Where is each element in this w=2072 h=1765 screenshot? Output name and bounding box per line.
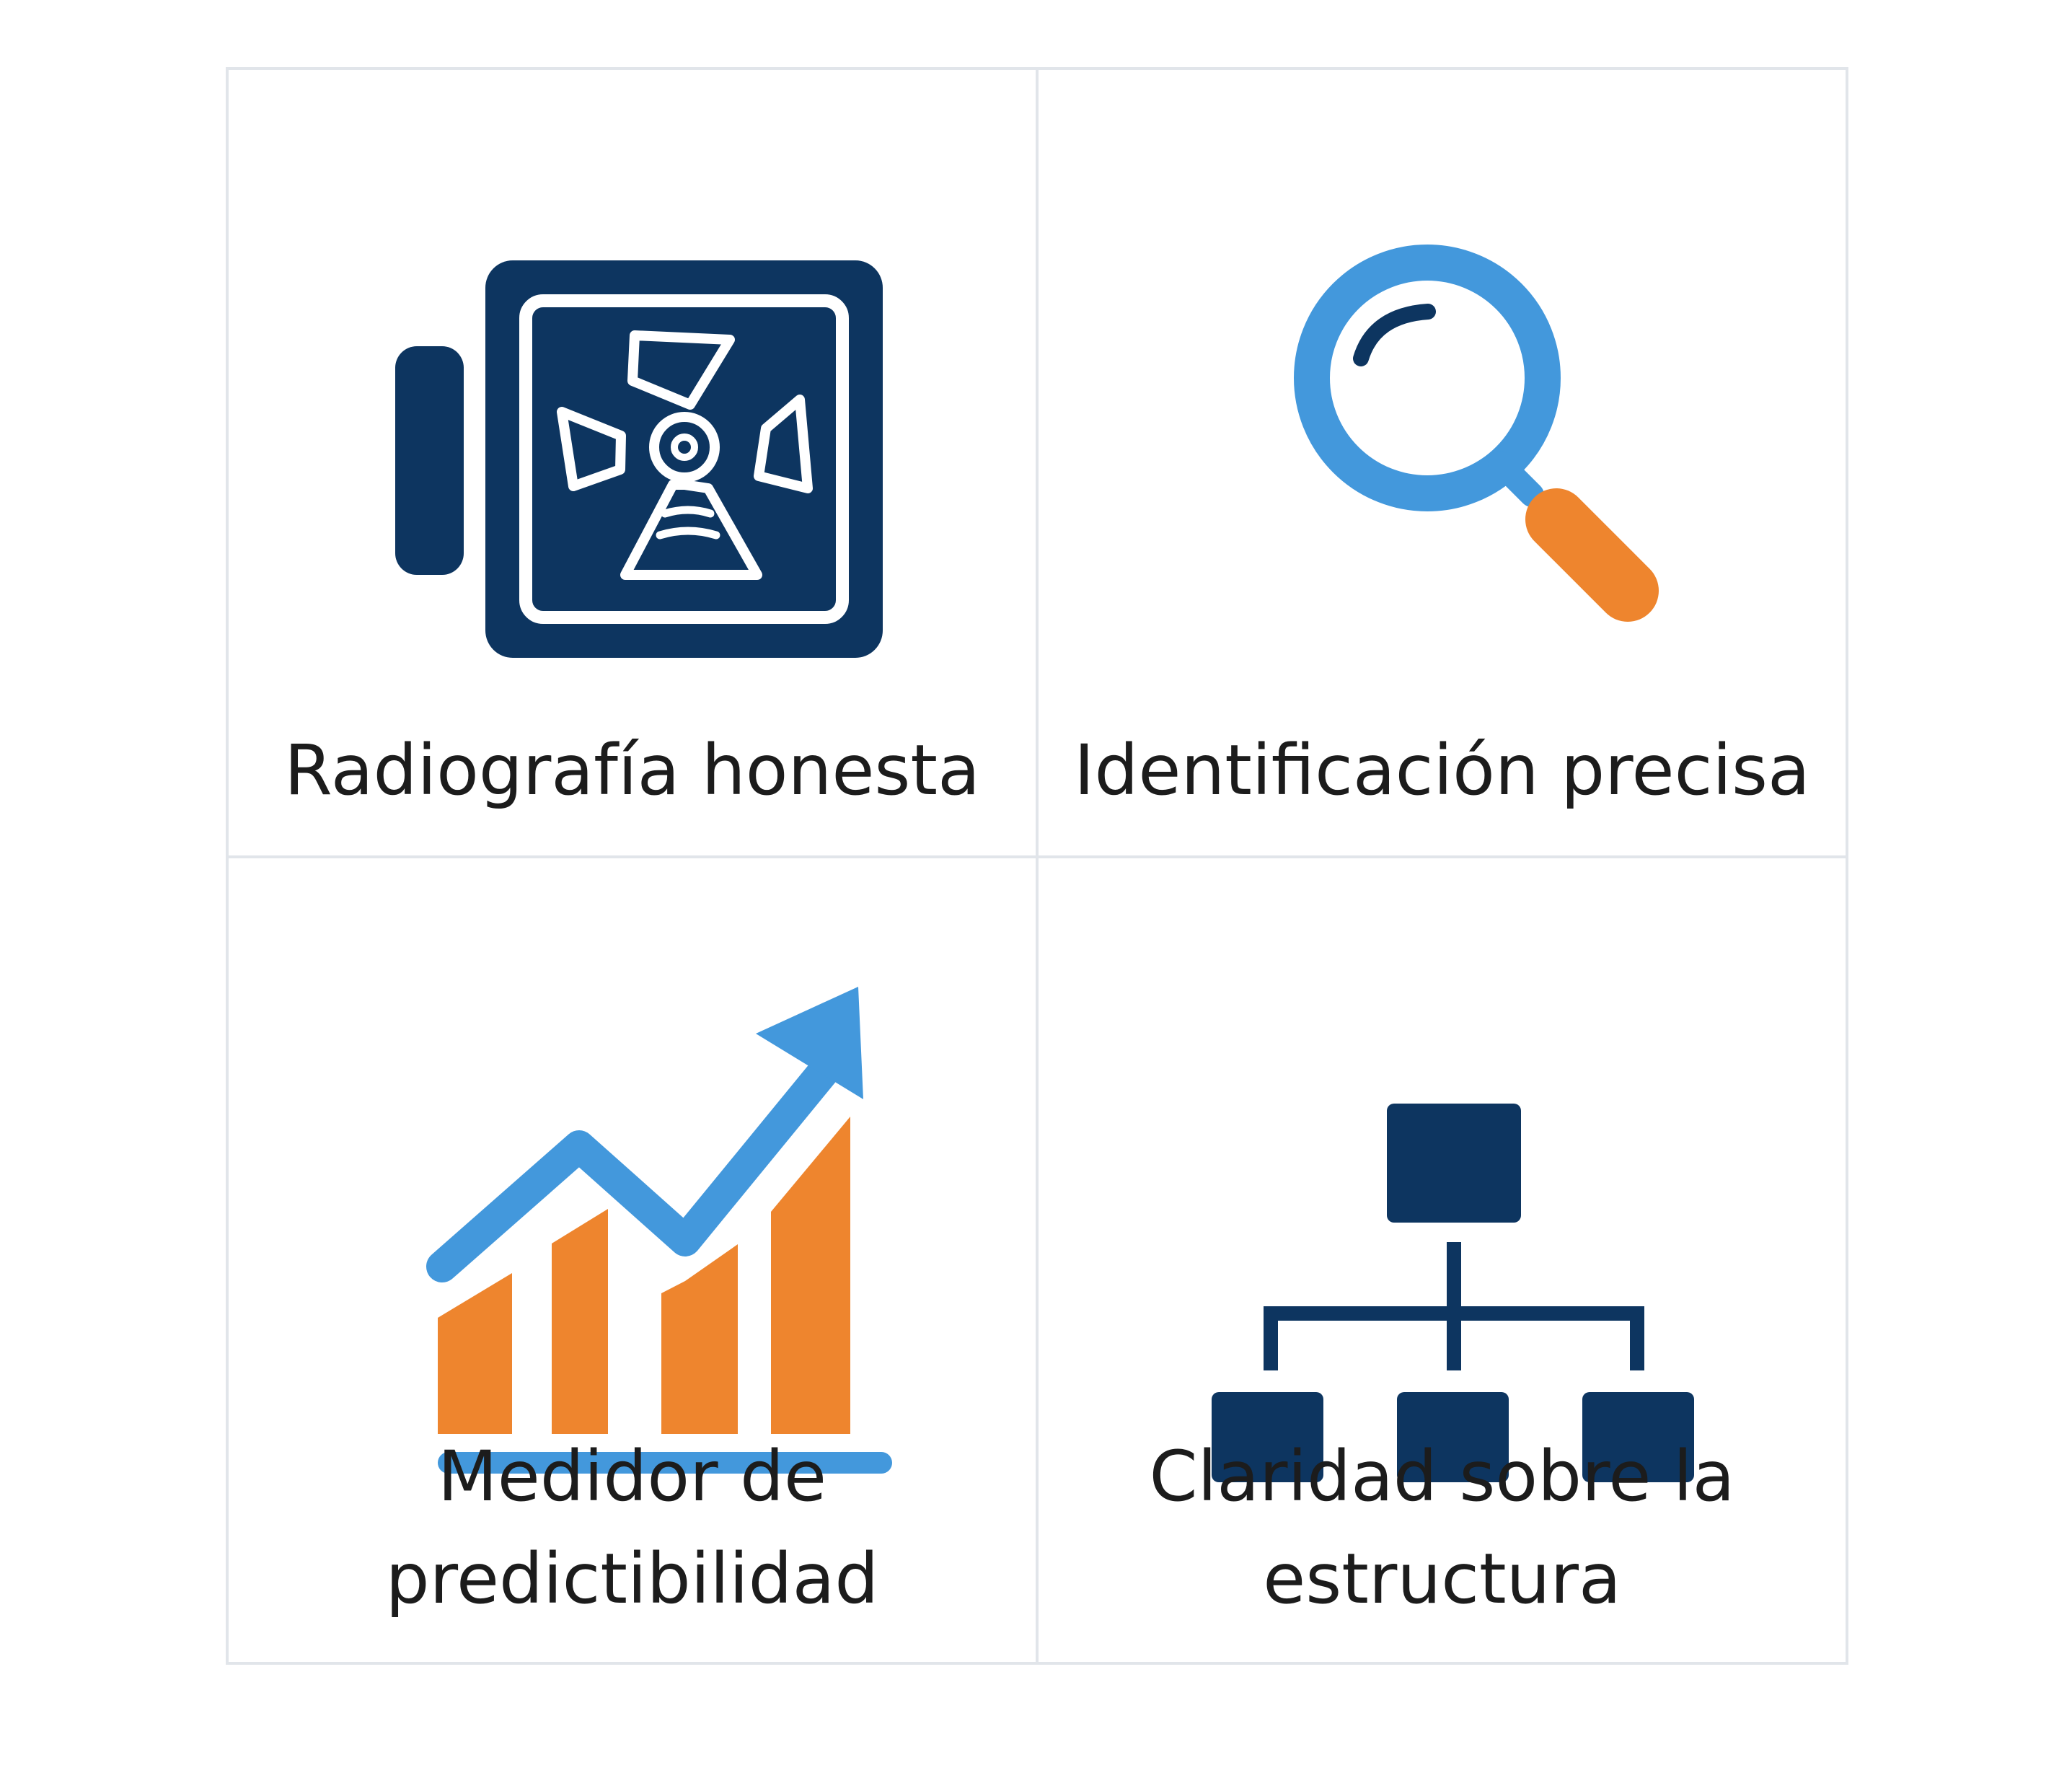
- card-label: Radiografía honesta: [284, 730, 980, 811]
- card-identificacion: Identificación precisa: [1039, 70, 1846, 855]
- org-structure-icon: [1212, 1104, 1694, 1482]
- grid-divider-vertical: [1036, 67, 1039, 1665]
- growth-chart-icon: [426, 987, 892, 1474]
- grid-divider-horizontal: [226, 855, 1848, 858]
- card-label: Identificación precisa: [1074, 730, 1810, 811]
- card-estructura: Claridad sobre la estructura: [1039, 858, 1846, 1665]
- card-predictibilidad: Medidor de predictibilidad: [229, 858, 1036, 1665]
- card-label: Medidor de predictibilidad: [385, 1436, 879, 1619]
- card-label: Claridad sobre la estructura: [1149, 1436, 1735, 1619]
- xray-scanner-icon: [395, 260, 883, 658]
- magnifying-glass-icon: [1294, 245, 1659, 622]
- card-radiografia: Radiografía honesta: [229, 70, 1036, 855]
